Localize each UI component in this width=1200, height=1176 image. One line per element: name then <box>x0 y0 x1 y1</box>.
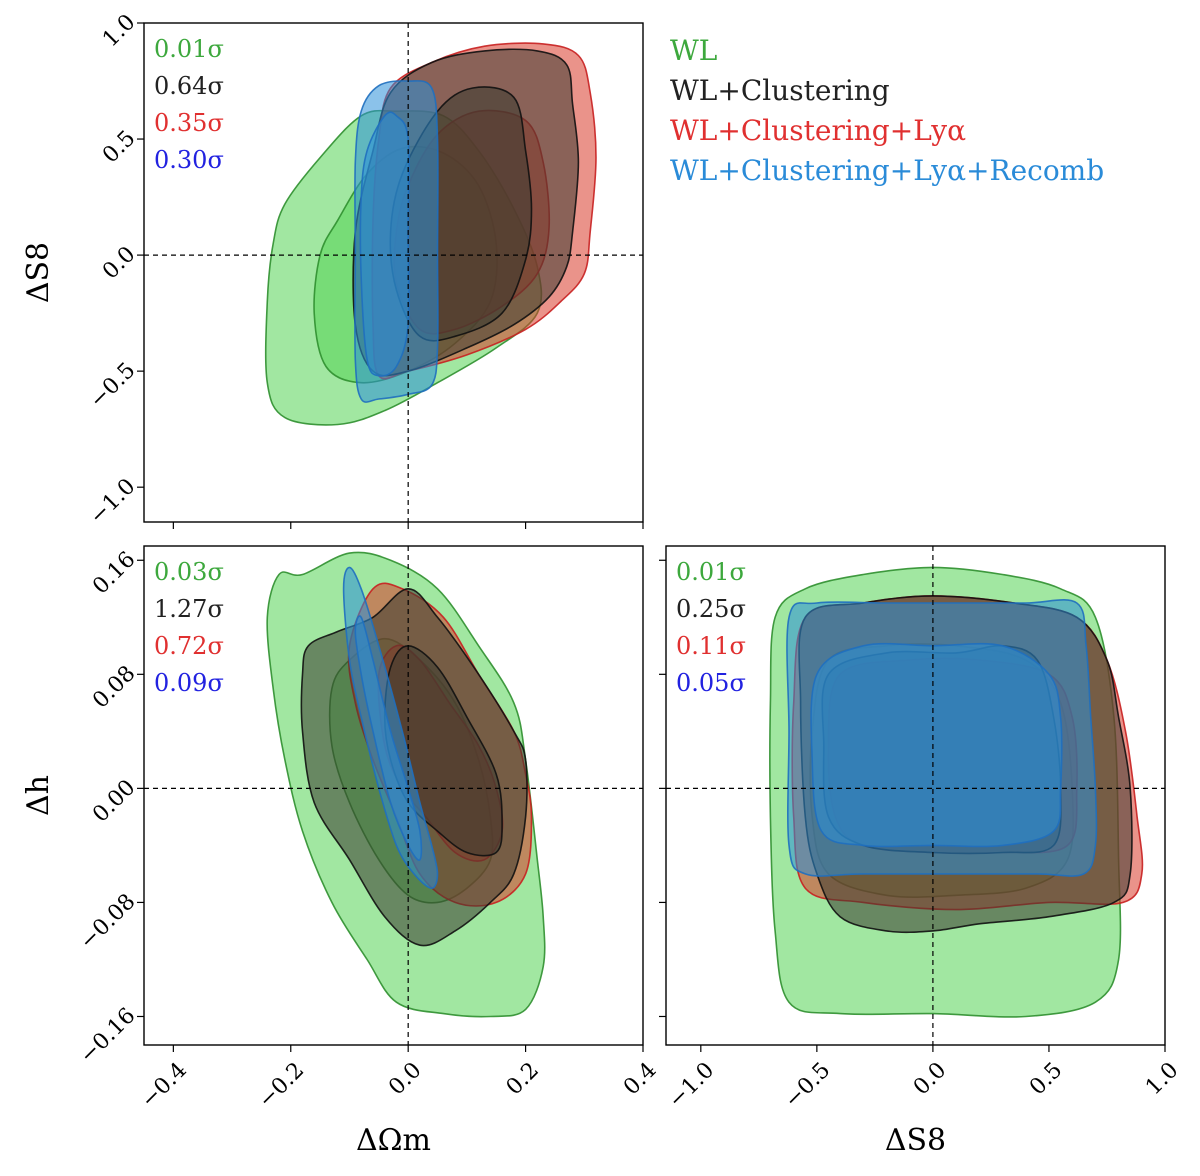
x-tick-label: 0.0 <box>909 1058 951 1100</box>
y-tick-label: 0.00 <box>88 775 140 827</box>
x-axis-label: ΔS8 <box>885 1123 946 1158</box>
axes-frame <box>665 545 1166 1046</box>
x-tick-label: −0.5 <box>780 1058 835 1113</box>
tension-wl-clustering-lylya-recomb: 0.30σ <box>154 146 224 174</box>
x-tick-label: 0.0 <box>384 1058 426 1100</box>
tension-wl-clustering-lylya-recomb: 0.05σ <box>676 669 746 697</box>
axes-frame <box>143 545 644 1046</box>
x-tick-label: 0.5 <box>1025 1058 1067 1100</box>
y-tick-label: 0.08 <box>88 661 140 713</box>
contour-wl-clustering-lylya-recomb-68 <box>354 615 423 861</box>
tension-wl-clustering-lylya-recomb: 0.09σ <box>154 669 224 697</box>
x-tick-label: 1.0 <box>1141 1058 1183 1100</box>
tension-wl-clustering: 0.64σ <box>154 72 224 100</box>
x-tick-label: 0.2 <box>502 1058 544 1100</box>
legend: WL WL+Clustering WL+Clustering+Lyα WL+Clust… <box>670 34 1104 187</box>
legend-entry-wl-clustering-lylya: WL+Clustering+Lyα <box>670 114 966 147</box>
y-tick-label: −1.0 <box>85 474 140 529</box>
x-tick-label: −0.2 <box>254 1058 309 1113</box>
y-tick-label: 1.0 <box>98 10 140 52</box>
legend-entry-wl: WL <box>670 34 717 67</box>
panel-s8-h: −1.0 −0.5 0.0 0.5 1.0 ΔS8 0.01σ 0.25σ 0.11σ 0.05σ <box>659 545 1183 1158</box>
panel-omega-h: −0.4 −0.2 0.0 0.2 0.4 −0.16 −0.08 0.00 0.08 0.16 Δ… <box>21 545 661 1158</box>
tension-wl-clustering-lylya: 0.35σ <box>154 109 224 137</box>
contour-wl-clustering-lylya-recomb-68 <box>810 642 1063 848</box>
contours <box>264 42 597 426</box>
y-tick-label: −0.08 <box>75 889 140 954</box>
y-tick-label: 0.0 <box>98 242 140 284</box>
y-tick-label: −0.16 <box>75 1003 140 1068</box>
panel-omega-s8: −1.0 −0.5 0.0 0.5 1.0 ΔS8 0.01σ 0.64σ 0.35σ 0.30σ <box>21 10 644 529</box>
tension-wl-clustering-lylya: 0.72σ <box>154 632 224 660</box>
y-tick-label: 0.16 <box>88 547 140 599</box>
tension-wl-clustering-lylya: 0.11σ <box>676 632 746 660</box>
y-tick-label: −0.5 <box>85 358 140 413</box>
x-tick-label: −0.4 <box>136 1058 191 1113</box>
tension-wl: 0.03σ <box>154 558 224 586</box>
y-axis-label: Δh <box>21 775 56 816</box>
contour-wl-clustering-lylya-recomb-68 <box>359 111 410 377</box>
x-axis-label: ΔΩm <box>356 1123 431 1158</box>
contours <box>769 566 1144 1018</box>
axes-frame <box>143 22 644 523</box>
x-tick-label: −1.0 <box>664 1058 719 1113</box>
tension-wl-clustering: 1.27σ <box>154 595 224 623</box>
y-axis-label: ΔS8 <box>21 242 56 303</box>
y-tick-label: 0.5 <box>98 126 140 168</box>
tension-wl: 0.01σ <box>676 558 746 586</box>
legend-entry-wl-clustering-lylya-recomb: WL+Clustering+Lyα+Recomb <box>670 154 1104 187</box>
legend-entry-wl-clustering: WL+Clustering <box>670 74 890 107</box>
tension-wl: 0.01σ <box>154 35 224 63</box>
tension-wl-clustering: 0.25σ <box>676 595 746 623</box>
x-tick-label: 0.4 <box>619 1058 661 1100</box>
contours <box>266 551 546 1018</box>
